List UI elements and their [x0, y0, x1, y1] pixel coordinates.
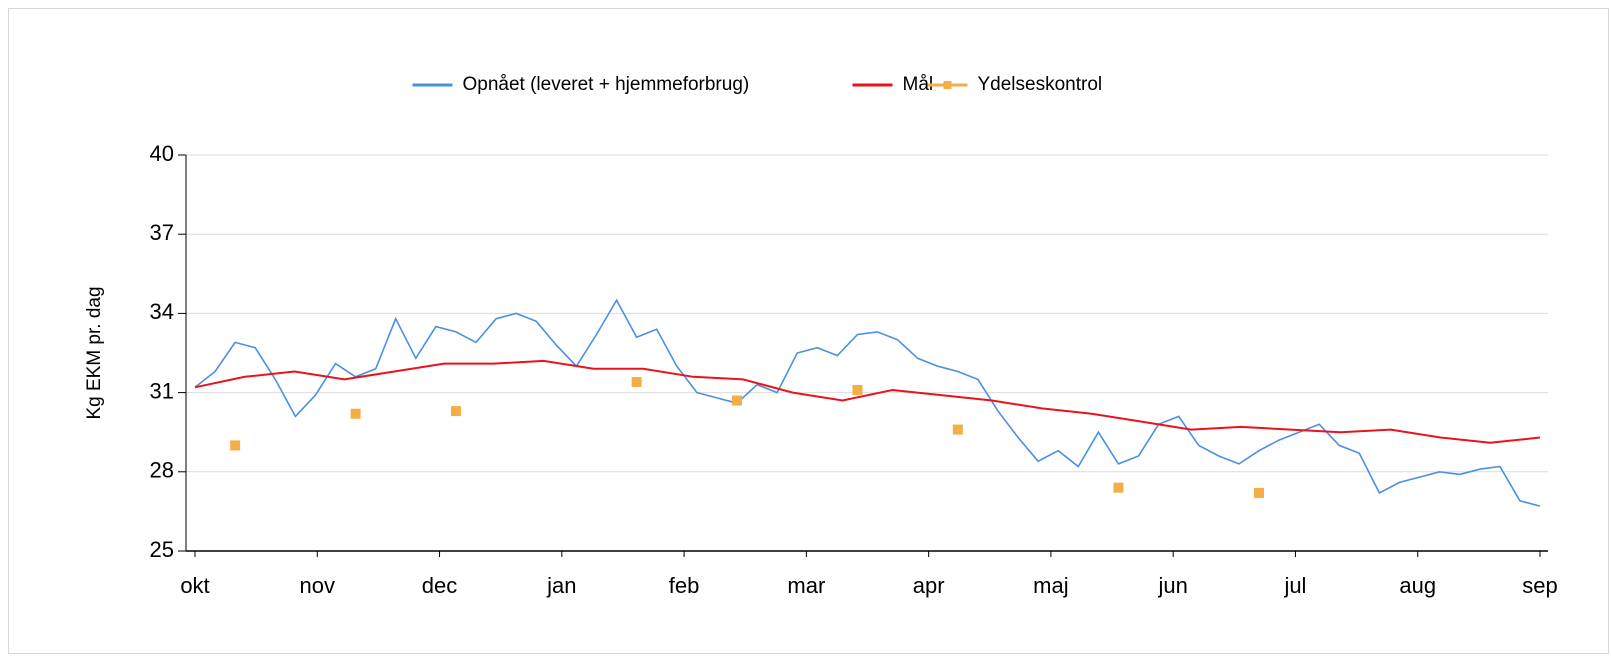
x-tick-label: okt — [180, 573, 209, 598]
series-line — [194, 359, 1541, 444]
legend-marker — [943, 81, 952, 89]
y-tick-label: 40 — [150, 141, 174, 166]
x-tick-label: aug — [1399, 573, 1436, 598]
x-tick-label: mar — [787, 573, 825, 598]
data-point — [350, 408, 361, 419]
y-tick-label: 31 — [150, 378, 174, 403]
data-point — [1113, 482, 1124, 493]
legend-label: Ydelseskontrol — [978, 74, 1103, 95]
x-tick-label: dec — [422, 573, 457, 598]
x-tick-label: nov — [300, 573, 335, 598]
x-tick-label: feb — [669, 573, 700, 598]
frame — [8, 8, 1609, 654]
y-tick-label: 25 — [150, 537, 174, 562]
data-point — [852, 384, 863, 395]
y-tick-label: 34 — [150, 299, 174, 324]
x-tick-label: maj — [1033, 573, 1068, 598]
y-tick-label: 28 — [150, 458, 174, 483]
x-tick-label: jun — [1158, 573, 1188, 598]
series-line — [194, 298, 1541, 507]
y-axis-label: Kg EKM pr. dag — [84, 286, 105, 419]
legend-label: Mål — [903, 74, 934, 95]
data-point — [1253, 487, 1264, 498]
x-tick-label: sep — [1522, 573, 1557, 598]
data-point — [952, 424, 963, 435]
data-point — [631, 377, 642, 388]
x-tick-label: apr — [913, 573, 945, 598]
x-tick-label: jul — [1283, 573, 1306, 598]
legend-label: Opnået (leveret + hjemmeforbrug) — [463, 74, 750, 95]
data-point — [732, 395, 743, 406]
y-tick-label: 37 — [150, 220, 174, 245]
data-point — [450, 406, 461, 417]
data-point — [230, 440, 241, 451]
x-tick-label: jan — [546, 573, 576, 598]
